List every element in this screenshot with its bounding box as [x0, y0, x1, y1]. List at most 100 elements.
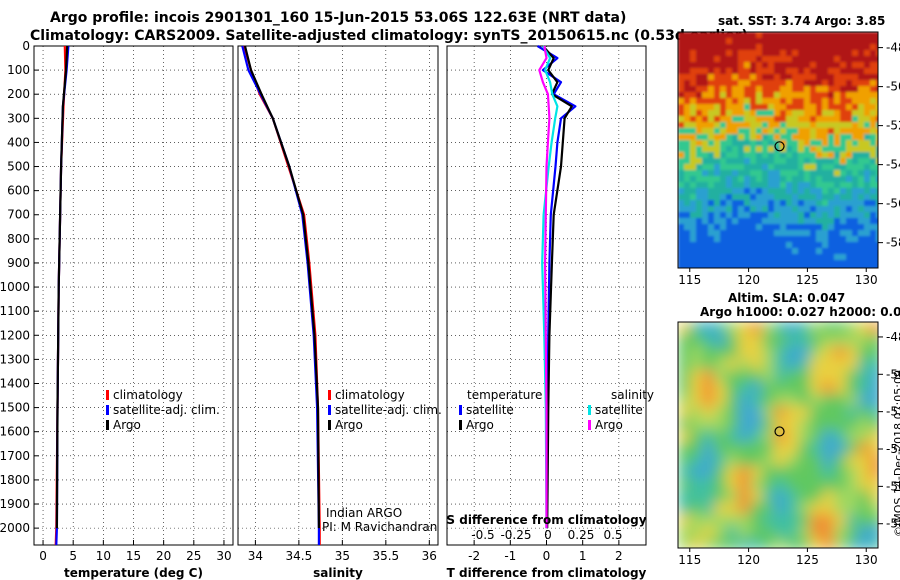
map-cell [876, 170, 878, 176]
map-cell [684, 230, 690, 236]
map-cell [792, 44, 798, 50]
map-cell [726, 212, 732, 218]
map-cell [780, 164, 786, 170]
map-cell [810, 152, 816, 158]
map-cell [822, 442, 834, 454]
map-cell [792, 86, 798, 92]
map-cell [762, 322, 774, 334]
map-cell [834, 490, 846, 502]
map-cell [684, 134, 690, 140]
map-cell [810, 56, 816, 62]
map-cell [744, 212, 750, 218]
map-cell [786, 248, 792, 254]
map-cell [768, 32, 774, 38]
map-cell [738, 370, 750, 382]
map-cell [810, 140, 816, 146]
map-cell [774, 170, 780, 176]
map-cell [834, 164, 840, 170]
map-cell [732, 62, 738, 68]
legend-swatch [106, 420, 109, 430]
map-cell [774, 538, 786, 548]
map-cell [702, 128, 708, 134]
map-cell [678, 502, 690, 514]
map-cell [786, 140, 792, 146]
map-cell [726, 200, 732, 206]
map-cell [858, 122, 864, 128]
map-cell [774, 370, 786, 382]
map-cell [780, 116, 786, 122]
map-cell [762, 164, 768, 170]
panel-frame [237, 45, 439, 546]
map-cell [804, 92, 810, 98]
map-cell [786, 538, 798, 548]
map-cell [690, 32, 696, 38]
map-cell [864, 80, 870, 86]
map-cell [846, 38, 852, 44]
map-cell [852, 116, 858, 122]
map-cell [864, 212, 870, 218]
map-cell [756, 242, 762, 248]
map-cell [810, 50, 816, 56]
map-cell [810, 514, 822, 526]
map-cell [678, 224, 684, 230]
map-cell [702, 116, 708, 122]
map-cell [798, 56, 804, 62]
map-cell [858, 140, 864, 146]
map-cell [798, 466, 810, 478]
map-cell [708, 38, 714, 44]
map-cell [726, 104, 732, 110]
map-cell [858, 260, 864, 266]
map-cell [792, 224, 798, 230]
map-cell [870, 50, 876, 56]
map-cell [840, 98, 846, 104]
map-cell [756, 224, 762, 230]
map-cell [714, 206, 720, 212]
map-cell [732, 236, 738, 242]
map-cell [780, 254, 786, 260]
map-cell [684, 98, 690, 104]
map-cell [744, 140, 750, 146]
map-cell [870, 38, 876, 44]
map-cell [810, 454, 822, 466]
map-cell [750, 502, 762, 514]
map-cell [696, 116, 702, 122]
x-tick-label: 1 [579, 549, 587, 563]
map-cell [768, 218, 774, 224]
map-cell [828, 62, 834, 68]
map-cell [822, 230, 828, 236]
map-cell [852, 98, 858, 104]
map-cell [690, 230, 696, 236]
map-cell [840, 260, 846, 266]
map-cell [786, 152, 792, 158]
map-cell [708, 254, 714, 260]
map-cell [732, 200, 738, 206]
map-cell [834, 242, 840, 248]
map-cell [774, 86, 780, 92]
map-cell [762, 140, 768, 146]
map-cell [678, 430, 690, 442]
map-cell [690, 44, 696, 50]
map-cell [816, 116, 822, 122]
map-cell [816, 92, 822, 98]
map-cell [786, 206, 792, 212]
map-cell [858, 466, 870, 478]
map-cell [804, 260, 810, 266]
panel-3: -2 -1 0 1 2T difference from climatologytemp… [446, 45, 654, 580]
map-cell [810, 200, 816, 206]
map-cell [762, 212, 768, 218]
map-cell [750, 382, 762, 394]
map-cell [792, 164, 798, 170]
map-cell [810, 74, 816, 80]
y-tick-label: 300 [7, 111, 30, 125]
map-cell [678, 92, 684, 98]
map-cell [798, 128, 804, 134]
map-cell [792, 218, 798, 224]
map-cell [774, 346, 786, 358]
map-cell [708, 80, 714, 86]
map-cell [786, 254, 792, 260]
map-cell [840, 74, 846, 80]
map-cell [726, 50, 732, 56]
map-cell [798, 266, 804, 268]
map-cell [834, 394, 846, 406]
map-cell [720, 218, 726, 224]
